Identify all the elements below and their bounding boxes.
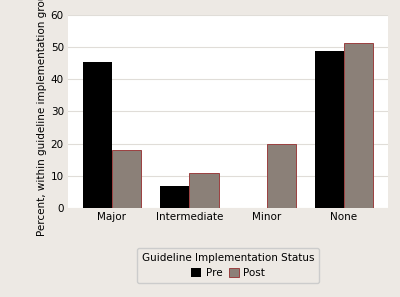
Bar: [82, 62, 112, 208]
Bar: [160, 186, 189, 208]
Y-axis label: Percent, within guideline implementation group: Percent, within guideline implementation…: [36, 0, 46, 236]
Bar: [344, 43, 374, 208]
Bar: [189, 173, 219, 208]
Bar: [112, 150, 141, 208]
Legend: Pre, Post: Pre, Post: [136, 248, 320, 283]
Bar: [267, 143, 296, 208]
Bar: [315, 51, 344, 208]
